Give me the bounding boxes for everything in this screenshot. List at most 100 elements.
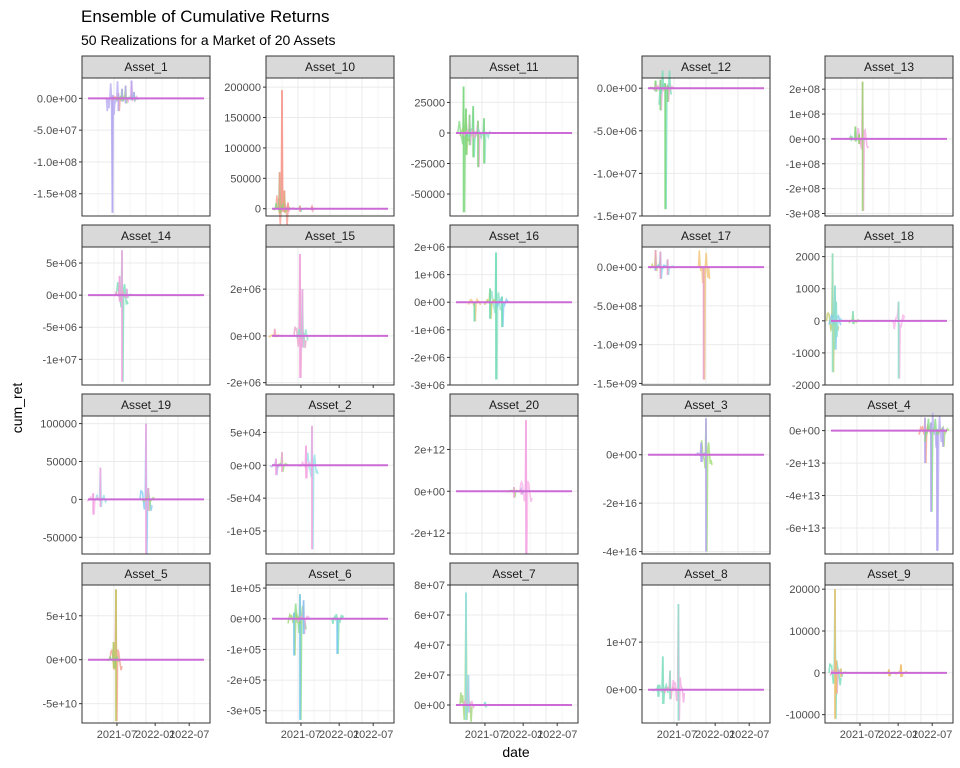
y-tick-label: -2e+08 <box>785 184 820 196</box>
y-tick-label: -4e+13 <box>785 491 820 503</box>
y-tick-label: 0e+00 <box>230 460 261 472</box>
chart-title: Ensemble of Cumulative Returns <box>81 7 330 26</box>
y-tick-label: -50000 <box>43 532 77 544</box>
realization-line <box>671 603 686 721</box>
facet-strip-label: Asset_7 <box>492 567 536 581</box>
y-tick-label: 8e+07 <box>414 580 445 592</box>
y-tick-label: 0e+00 <box>789 426 820 438</box>
y-tick-label: 0e+00 <box>230 331 261 343</box>
facet-asset-13: Asset_13 2e+08 1e+08 0e+00 -1e+08 -2e+08 -3e+0… <box>785 55 954 221</box>
y-tick-label: 1000 <box>796 284 820 296</box>
y-tick-label: 4e+07 <box>414 640 445 652</box>
y-tick-label: -1.5e+08 <box>33 189 77 201</box>
y-tick-label: -10000 <box>786 710 820 722</box>
facet-strip-label: Asset_6 <box>308 567 352 581</box>
y-axis-title: cum_ret <box>9 383 25 434</box>
facet-asset-11: Asset_11 25000 0 -25000 -50000 <box>411 55 579 217</box>
y-tick-label: 100000 <box>40 419 77 431</box>
x-tick-label: 2022-01 <box>503 729 543 741</box>
chart-subtitle: 50 Realizations for a Market of 20 Asset… <box>81 32 335 48</box>
y-tick-label: -1.5e+09 <box>593 378 637 390</box>
y-tick-label: 0 <box>814 316 820 328</box>
y-tick-label: 2e+12 <box>414 444 445 456</box>
facet-strip-label: Asset_3 <box>684 398 728 412</box>
facet-strip-label: Asset_13 <box>864 60 914 74</box>
panel-border <box>641 246 771 386</box>
y-tick-label: 0 <box>814 668 820 680</box>
y-tick-label: 0e+00 <box>414 297 445 309</box>
y-tick-label: -2e+16 <box>602 498 637 510</box>
facet-asset-18: Asset_18 2000 1000 0 -1000 -2000 <box>792 224 954 392</box>
facet-asset-17: Asset_17 0.0e+00 -5.0e+08 -1.0e+09 -1.5e+09 <box>593 224 771 390</box>
y-tick-label: -1e+07 <box>42 354 77 366</box>
panel-border <box>449 415 579 555</box>
y-tick-label: 5e+04 <box>230 427 261 439</box>
y-tick-label: 1e+08 <box>789 109 820 121</box>
realization-line <box>107 642 120 669</box>
facet-asset-14: Asset_14 5e+06 0e+00 -5e+06 -1e+07 <box>42 224 211 386</box>
facet-asset-16: Asset_16 2e+06 1e+06 0e+00 -1e+06 -2e+06 -3e+0… <box>410 224 579 392</box>
y-tick-label: -1e+06 <box>410 325 445 337</box>
y-tick-label: 0e+00 <box>46 290 77 302</box>
facet-asset-6: Asset_6 1e+05 0e+00 -1e+05 -2e+05 -3e+05 2021-… <box>226 562 395 741</box>
y-tick-label: 0.0e+00 <box>597 83 637 95</box>
x-tick-label: 2022-01 <box>319 729 359 741</box>
y-tick-label: -5.0e+07 <box>33 125 77 137</box>
y-tick-label: 0e+00 <box>414 700 445 712</box>
facet-asset-7: Asset_78e+076e+074e+072e+070e+002021-072… <box>414 562 579 741</box>
facet-asset-1: Asset_1 0.0e+00 -5.0e+07 -1.0e+08 -1.5e+08 <box>33 55 211 217</box>
y-tick-label: 2e+06 <box>414 242 445 254</box>
facet-asset-3: Asset_3 0e+00 -2e+16 -4e+16 <box>602 393 771 559</box>
facet-asset-4: Asset_4 0e+00 -2e+13 -4e+13 -6e+13 <box>785 393 954 555</box>
facet-strip-label: Asset_4 <box>867 398 911 412</box>
y-tick-label: -2e+12 <box>410 528 445 540</box>
y-tick-label: -6e+13 <box>785 523 820 535</box>
y-tick-label: 0 <box>71 494 77 506</box>
y-tick-label: 0e+00 <box>414 486 445 498</box>
y-tick-label: 2e+06 <box>230 284 261 296</box>
y-tick-label: -25000 <box>411 158 445 170</box>
y-tick-label: -5e+10 <box>42 699 77 711</box>
panel-border <box>824 415 954 555</box>
facet-asset-9: Asset_9 20000 10000 0 -10000 2021-072022-0120… <box>786 562 954 741</box>
y-tick-label: 0e+00 <box>230 614 261 626</box>
y-tick-label: 0.0e+00 <box>37 93 77 105</box>
y-tick-label: 2e+08 <box>789 84 820 96</box>
x-tick-label: 2022-07 <box>537 729 577 741</box>
x-tick-label: 2022-01 <box>135 729 175 741</box>
y-tick-label: -2e+05 <box>226 675 261 687</box>
y-tick-label: -2e+06 <box>226 378 261 390</box>
y-tick-label: 1e+07 <box>606 637 637 649</box>
x-tick-label: 2022-07 <box>912 729 952 741</box>
x-tick-label: 2022-01 <box>695 729 735 741</box>
facet-asset-12: Asset_12 0.0e+00 -5.0e+06 -1.0e+07 -1.5e+07 <box>593 55 771 223</box>
panel-border <box>641 415 771 555</box>
y-tick-label: 0 <box>439 128 445 140</box>
y-tick-label: 0e+00 <box>789 134 820 146</box>
facet-asset-20: Asset_20 2e+12 0e+00 -2e+12 <box>410 393 579 555</box>
facet-strip-label: Asset_15 <box>305 229 355 243</box>
y-tick-label: 1e+06 <box>414 270 445 282</box>
y-tick-label: 0e+00 <box>46 655 77 667</box>
y-tick-label: 20000 <box>789 584 820 596</box>
facet-strip-label: Asset_5 <box>124 567 168 581</box>
facet-strip-label: Asset_14 <box>121 229 171 243</box>
facet-strip-label: Asset_2 <box>308 398 352 412</box>
panel-border <box>449 246 579 386</box>
panel-border <box>641 584 771 724</box>
panel-border <box>449 77 579 217</box>
x-tick-label: 2021-07 <box>657 729 697 741</box>
y-tick-label: 1e+05 <box>230 583 261 595</box>
facet-asset-15: Asset_15 2e+06 0e+00 -2e+06 <box>226 224 395 390</box>
facet-asset-10: Asset_10 0 50000 100000 150000 200000 <box>224 55 395 227</box>
y-tick-label: -1.0e+08 <box>33 157 77 169</box>
x-tick-label: 2021-07 <box>97 729 137 741</box>
y-tick-label: 2e+07 <box>414 670 445 682</box>
y-tick-label: 100000 <box>224 143 261 155</box>
y-tick-label: 5e+06 <box>46 258 77 270</box>
y-tick-label: 5e+10 <box>46 611 77 623</box>
realization-line <box>658 70 672 210</box>
facet-strip-label: Asset_19 <box>121 398 171 412</box>
facet-asset-5: Asset_5 5e+10 0e+00 -5e+10 2021-072022-01202… <box>42 562 211 741</box>
